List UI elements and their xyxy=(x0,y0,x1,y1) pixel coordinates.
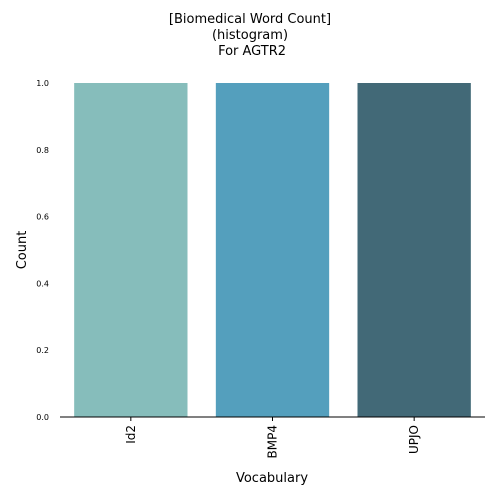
y-tick-label: 0.0 xyxy=(36,413,49,422)
x-tick-label: BMP4 xyxy=(266,425,280,458)
y-tick-label: 0.4 xyxy=(36,279,49,288)
y-tick-label: 1.0 xyxy=(36,79,49,88)
x-tick-label: UPJO xyxy=(407,425,421,454)
chart-title-line-1: [Biomedical Word Count] xyxy=(168,12,332,27)
y-tick-label: 0.8 xyxy=(36,146,49,155)
x-tick-label: Id2 xyxy=(124,425,138,444)
y-tick-label: 0.6 xyxy=(36,213,49,222)
x-axis-label: Vocabulary xyxy=(236,471,308,486)
bar-id2 xyxy=(74,83,188,417)
bar-upjo xyxy=(357,83,471,417)
bar-bmp4 xyxy=(215,83,330,417)
y-tick-label: 0.2 xyxy=(36,346,49,355)
y-axis-label: Count xyxy=(15,231,30,270)
chart-title-line-2: (histogram) xyxy=(211,28,289,43)
chart-title-line-3: For AGTR2 xyxy=(213,44,287,59)
